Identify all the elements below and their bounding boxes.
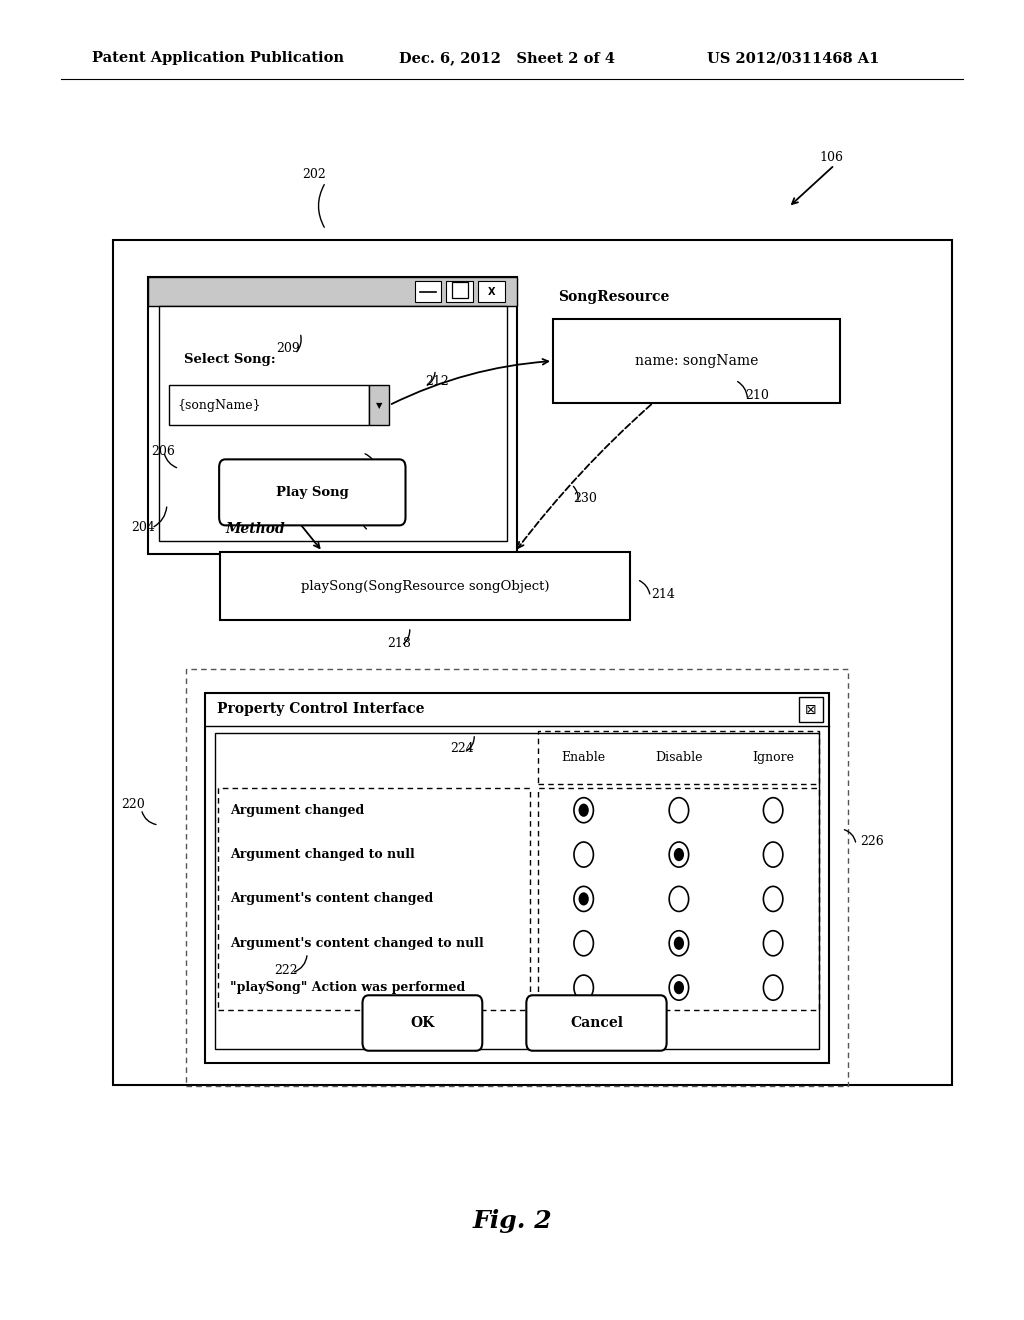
Circle shape bbox=[764, 887, 782, 911]
Text: 202: 202 bbox=[302, 168, 326, 181]
Bar bbox=[452, 282, 468, 298]
Text: Patent Application Publication: Patent Application Publication bbox=[92, 51, 344, 65]
Text: Argument changed to null: Argument changed to null bbox=[230, 847, 415, 861]
Bar bbox=[538, 731, 819, 784]
Text: {songName}: {songName} bbox=[177, 399, 261, 412]
Circle shape bbox=[670, 842, 688, 867]
Text: 204: 204 bbox=[131, 520, 155, 533]
Text: 212: 212 bbox=[425, 375, 449, 388]
Text: Play Song: Play Song bbox=[275, 486, 349, 499]
Text: Fig. 2: Fig. 2 bbox=[472, 1209, 552, 1233]
FancyBboxPatch shape bbox=[526, 995, 667, 1051]
Text: 106: 106 bbox=[819, 150, 843, 164]
Circle shape bbox=[579, 892, 589, 906]
Circle shape bbox=[764, 975, 782, 1001]
Text: Select Song:: Select Song: bbox=[184, 352, 276, 366]
Text: 210: 210 bbox=[745, 388, 769, 401]
Bar bbox=[113, 240, 952, 1085]
Circle shape bbox=[670, 975, 688, 1001]
Text: 214: 214 bbox=[651, 587, 675, 601]
Circle shape bbox=[674, 847, 684, 861]
Text: Argument's content changed to null: Argument's content changed to null bbox=[230, 937, 484, 950]
Text: US 2012/0311468 A1: US 2012/0311468 A1 bbox=[707, 51, 879, 65]
Bar bbox=[205, 693, 829, 1063]
Circle shape bbox=[764, 931, 782, 956]
Text: Argument's content changed: Argument's content changed bbox=[230, 892, 433, 906]
Text: name: songName: name: songName bbox=[635, 354, 758, 368]
Text: Property Control Interface: Property Control Interface bbox=[217, 702, 425, 717]
Text: Dec. 6, 2012   Sheet 2 of 4: Dec. 6, 2012 Sheet 2 of 4 bbox=[399, 51, 615, 65]
Circle shape bbox=[674, 937, 684, 950]
Text: 224: 224 bbox=[451, 742, 474, 755]
Text: SongResource: SongResource bbox=[558, 290, 670, 304]
Circle shape bbox=[764, 842, 782, 867]
Text: ▼: ▼ bbox=[376, 401, 382, 409]
Circle shape bbox=[574, 931, 594, 956]
Circle shape bbox=[574, 797, 594, 822]
Text: X: X bbox=[487, 286, 496, 297]
Bar bbox=[538, 788, 819, 1010]
Text: Ignore: Ignore bbox=[752, 751, 795, 764]
Circle shape bbox=[670, 797, 688, 822]
Text: 220: 220 bbox=[121, 797, 144, 810]
Text: Argument changed: Argument changed bbox=[230, 804, 365, 817]
Text: 206: 206 bbox=[152, 445, 175, 458]
Bar bbox=[369, 385, 389, 425]
Text: "playSong" Action was performed: "playSong" Action was performed bbox=[230, 981, 466, 994]
Text: Disable: Disable bbox=[655, 751, 702, 764]
Bar bbox=[446, 281, 473, 302]
Bar bbox=[215, 733, 819, 1049]
Circle shape bbox=[574, 887, 594, 911]
Circle shape bbox=[674, 981, 684, 994]
Text: ⊠: ⊠ bbox=[805, 702, 817, 717]
Text: 209: 209 bbox=[276, 342, 300, 355]
Bar bbox=[478, 281, 505, 302]
Text: Enable: Enable bbox=[561, 751, 606, 764]
Circle shape bbox=[670, 887, 688, 911]
Text: OK: OK bbox=[411, 1016, 434, 1030]
FancyBboxPatch shape bbox=[219, 459, 406, 525]
Circle shape bbox=[670, 931, 688, 956]
Circle shape bbox=[764, 797, 782, 822]
Bar bbox=[220, 552, 630, 620]
Text: 218: 218 bbox=[387, 636, 411, 649]
Bar bbox=[159, 306, 507, 541]
Bar bbox=[148, 277, 517, 554]
Text: Cancel: Cancel bbox=[570, 1016, 623, 1030]
Text: Method: Method bbox=[225, 523, 285, 536]
Text: playSong(SongResource songObject): playSong(SongResource songObject) bbox=[301, 579, 549, 593]
Bar bbox=[415, 281, 441, 302]
Text: 208: 208 bbox=[379, 462, 402, 475]
FancyBboxPatch shape bbox=[362, 995, 482, 1051]
Circle shape bbox=[574, 975, 594, 1001]
Text: 222: 222 bbox=[274, 964, 298, 977]
Circle shape bbox=[579, 804, 589, 817]
Text: 230: 230 bbox=[573, 491, 597, 504]
Bar bbox=[169, 385, 369, 425]
Text: 226: 226 bbox=[860, 834, 884, 847]
Bar bbox=[148, 277, 517, 306]
Bar bbox=[799, 697, 823, 722]
Bar bbox=[553, 319, 840, 403]
Bar bbox=[218, 788, 530, 1010]
Circle shape bbox=[574, 842, 594, 867]
Bar bbox=[186, 669, 848, 1086]
Text: 216: 216 bbox=[353, 504, 377, 517]
